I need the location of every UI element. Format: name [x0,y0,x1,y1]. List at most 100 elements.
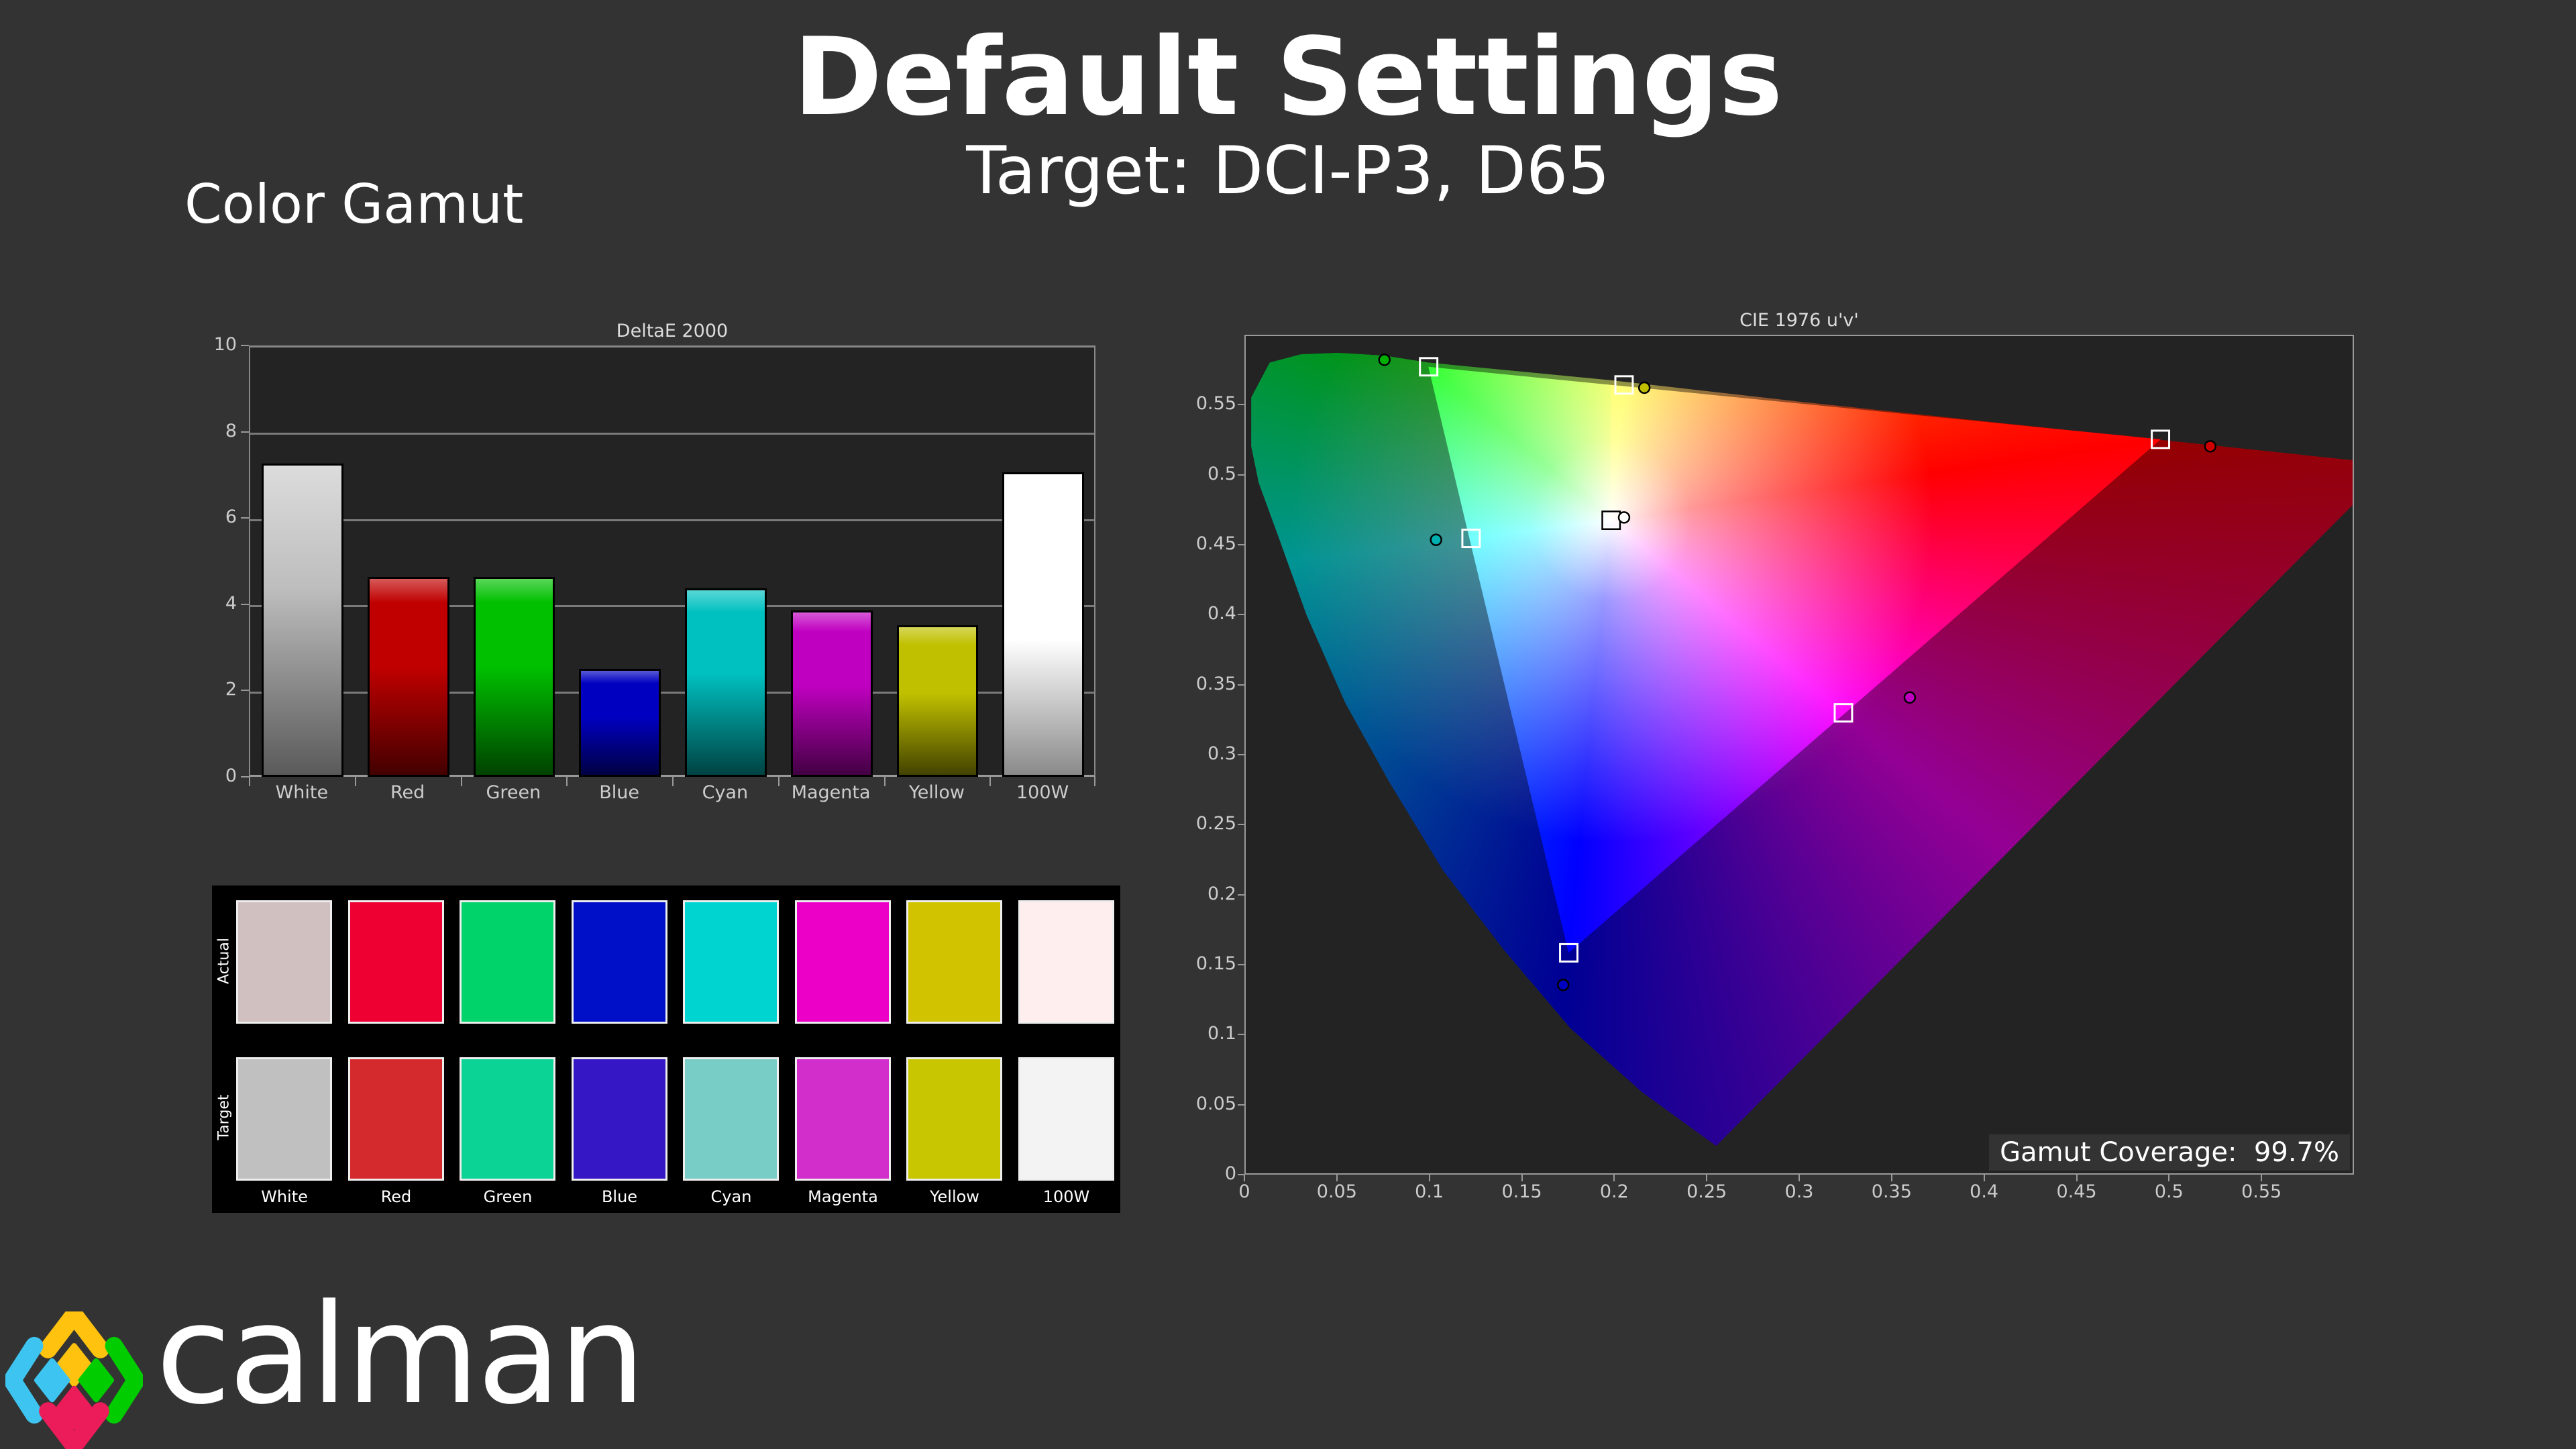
measured-marker-white [1617,511,1631,524]
y-tick-label: 0.55 [1195,393,1236,415]
x-tick-label: 0.5 [2154,1181,2184,1202]
gridline [250,691,1094,694]
x-tick-mark [2168,1175,2170,1181]
y-tick-label: 8 [225,420,237,441]
swatch-label: Yellow [930,1187,979,1206]
y-tick-mark [1238,1104,1244,1106]
measured-marker-cyan [1430,533,1442,546]
target-marker-white-inner [1603,512,1619,529]
x-tick-mark [1706,1175,1708,1181]
y-tick-label: 0.45 [1195,533,1236,554]
y-tick-mark [1238,404,1244,406]
swatch-actual-green [460,900,555,1024]
y-tick-mark [241,431,249,433]
swatch-label: Red [380,1187,412,1206]
y-tick-mark [1238,1174,1244,1175]
swatch-actual-cyan [683,900,779,1024]
x-tick-label: 100W [1016,782,1069,803]
y-tick-label: 0.3 [1208,743,1236,764]
bar-cyan [685,588,767,777]
x-tick-label: 0.2 [1599,1181,1629,1202]
y-tick-mark [1238,964,1244,965]
swatch-target-cyan [683,1057,779,1181]
cie-markers [1378,354,2216,991]
swatch-actual-blue [571,900,667,1024]
bar-blue [579,668,661,777]
x-tick-label: Magenta [791,782,871,803]
x-tick-mark [249,777,250,786]
swatch-label: 100W [1042,1187,1090,1206]
gridline [250,519,1094,521]
swatch-label: Cyan [710,1187,752,1206]
y-tick-label: 2 [225,679,237,700]
measured-marker-blue [1557,978,1570,991]
x-tick-label: Blue [599,782,639,803]
x-tick-label: 0.4 [1970,1181,1999,1202]
y-tick-label: 10 [213,334,237,355]
x-tick-label: 0.3 [1784,1181,1814,1202]
x-tick-mark [1799,1175,1800,1181]
x-tick-mark [566,777,568,786]
y-tick-mark [1238,1034,1244,1036]
gamut-coverage-label: Gamut Coverage: 99.7% [1989,1134,2350,1171]
target-marker-magenta [1833,703,1854,723]
y-tick-label: 0.4 [1208,603,1236,625]
swatch-target-yellow [906,1057,1002,1181]
target-marker-green [1419,357,1439,377]
target-marker-white [1601,511,1621,531]
y-tick-label: 0 [1224,1163,1236,1184]
y-tick-label: 0.25 [1195,813,1236,835]
measured-marker-magenta [1903,691,1917,704]
page-subtitle: Target: DCI-P3, D65 [966,133,1610,209]
y-tick-mark [1238,824,1244,826]
bar-magenta [790,610,873,777]
target-marker-red [2151,429,2171,449]
swatch-target-green [460,1057,555,1181]
y-tick-label: 0.5 [1208,463,1236,484]
x-tick-mark [989,777,991,786]
x-tick-mark [1983,1175,1985,1181]
x-tick-label: 0.1 [1415,1181,1444,1202]
y-tick-mark [241,776,249,777]
y-tick-label: 4 [225,592,237,614]
measured-marker-green [1378,354,1391,366]
x-tick-label: 0.05 [1316,1181,1357,1202]
x-tick-label: 0.35 [1871,1181,1912,1202]
x-tick-label: 0.45 [2056,1181,2097,1202]
x-tick-mark [2076,1175,2078,1181]
y-tick-mark [1238,474,1244,476]
x-tick-mark [1613,1175,1615,1181]
x-tick-mark [883,777,885,786]
x-tick-mark [460,777,462,786]
color-swatch-panel: Actual Target White Red Green Blue Cyan Magen… [212,885,1120,1213]
y-tick-mark [1238,614,1244,616]
y-tick-mark [241,345,249,346]
swatch-label: Blue [601,1187,638,1206]
y-tick-label: 0.2 [1208,883,1236,904]
cie-chart-title: CIE 1976 u'v' [1739,310,1859,331]
x-tick-mark [777,777,780,786]
gridline [250,605,1094,608]
row-label-target: Target [215,1094,233,1140]
bar-100w [1002,472,1084,777]
swatch-actual-magenta [794,900,891,1024]
y-tick-mark [1238,754,1244,755]
y-tick-label: 0.05 [1195,1093,1236,1114]
x-tick-label: Yellow [908,782,965,803]
y-tick-label: 0 [225,765,237,786]
y-tick-label: 0.1 [1208,1023,1236,1044]
x-tick-mark [1428,1175,1430,1181]
x-tick-label: Cyan [702,782,749,803]
swatch-target-red [347,1057,444,1181]
y-tick-label: 0.15 [1195,953,1236,974]
bar-red [367,576,449,777]
swatch-actual-100w [1018,900,1114,1024]
x-tick-label: 0.55 [2241,1181,2282,1202]
calman-logo-icon [5,1311,143,1449]
measured-marker-yellow [1638,381,1651,394]
x-tick-mark [2261,1175,2263,1181]
y-tick-label: 6 [225,506,237,528]
deltae-bar-chart [249,345,1095,777]
target-marker-cyan [1461,529,1481,549]
section-title: Color Gamut [184,173,524,235]
